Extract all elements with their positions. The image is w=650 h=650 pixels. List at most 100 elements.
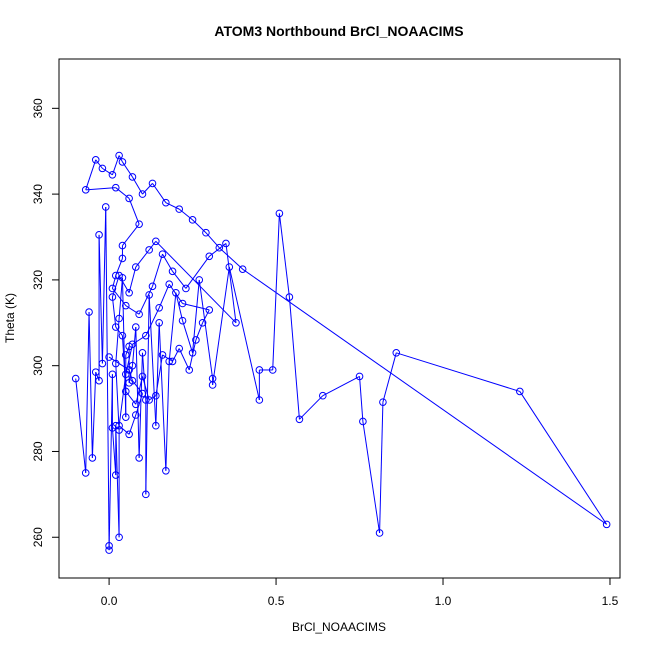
data-point [91, 156, 100, 164]
data-point [125, 288, 133, 297]
data-point [275, 209, 284, 218]
data-point [128, 173, 137, 181]
data-point [115, 426, 123, 434]
data-point [121, 387, 130, 396]
data-point [132, 400, 140, 409]
data-point [602, 520, 611, 529]
data-point [215, 243, 224, 252]
series-segment [175, 292, 184, 321]
series-segment [155, 240, 237, 324]
data-point [142, 490, 150, 499]
series-segment [322, 375, 360, 397]
data-point [319, 391, 327, 400]
series-segment [125, 305, 140, 315]
data-point [111, 359, 120, 368]
data-point [118, 331, 127, 340]
y-tick-label: 280 [31, 441, 45, 461]
series-segment [85, 312, 90, 473]
series-segment [228, 266, 260, 401]
series-segment [188, 339, 197, 371]
series-segment [91, 372, 97, 458]
data-point [108, 293, 117, 301]
series-segment [115, 326, 123, 336]
data-point [132, 263, 140, 271]
y-tick-label: 320 [31, 270, 45, 290]
data-point [71, 374, 80, 383]
data-point [115, 533, 123, 542]
data-point [222, 239, 230, 248]
x-axis: 0.0 0.5 1.0 1.5 [101, 577, 619, 608]
series-segment [118, 374, 127, 426]
data-point [138, 372, 147, 381]
data-point [205, 306, 214, 314]
series-segment [152, 183, 167, 203]
series-segment [379, 402, 384, 533]
data-point [128, 376, 137, 385]
series-segment [519, 391, 608, 525]
series-segment [182, 320, 194, 353]
data-point [172, 288, 180, 297]
data-point [98, 164, 107, 173]
data-point [121, 351, 130, 359]
data-point [375, 529, 384, 537]
series-segment [178, 208, 193, 221]
series-segment [168, 283, 183, 304]
data-point [121, 301, 130, 310]
series-segment [158, 283, 170, 308]
data-point [168, 267, 177, 276]
data-point [135, 454, 143, 462]
plot-frame [58, 58, 621, 579]
series-segment [225, 243, 237, 323]
series-segment [135, 327, 140, 458]
data-point [95, 231, 103, 239]
data-point [142, 331, 150, 340]
data-point [255, 366, 264, 374]
chart-title: ATOM3 Northbound BrCl_NOAACIMS [214, 23, 463, 39]
series-segment [165, 202, 180, 210]
series-segment [111, 296, 117, 328]
series-segment [115, 363, 120, 431]
data-point [295, 415, 304, 424]
series-segment [148, 294, 157, 426]
x-tick-label: 0.0 [101, 594, 118, 608]
data-point [155, 303, 163, 312]
data-point [111, 323, 120, 331]
series-segment [152, 254, 163, 287]
y-axis-label: Theta (K) [3, 293, 17, 343]
series-segment [362, 421, 381, 534]
data-point [155, 318, 163, 327]
data-point [152, 421, 160, 430]
data-point [108, 171, 117, 179]
data-point [392, 349, 401, 357]
series-segment [192, 219, 207, 234]
series-segment [135, 376, 143, 405]
data-point [192, 336, 200, 344]
data-point [128, 340, 137, 349]
y-axis: 260 280 300 320 340 360 [31, 98, 60, 547]
series-segment [182, 303, 210, 311]
data-point [178, 316, 187, 325]
data-point [195, 276, 204, 284]
data-point [182, 284, 190, 293]
data-point [138, 389, 147, 398]
data-point [188, 349, 197, 357]
series-segment [125, 391, 137, 405]
series-segment [192, 279, 200, 353]
data-point [91, 368, 100, 376]
data-point [232, 318, 240, 327]
series-segment [278, 213, 290, 298]
data-point [355, 372, 364, 381]
data-point [185, 366, 194, 374]
data-point [132, 411, 140, 419]
series-segment [115, 425, 120, 538]
data-point [115, 314, 123, 323]
series-segment [158, 322, 167, 471]
data-point [205, 252, 214, 261]
data-point [101, 203, 110, 211]
series-segment [131, 327, 137, 366]
data-point [105, 542, 113, 550]
series-segment [138, 286, 153, 315]
series-segment [172, 348, 180, 362]
series-segment [101, 206, 107, 364]
series-layer [71, 151, 611, 554]
